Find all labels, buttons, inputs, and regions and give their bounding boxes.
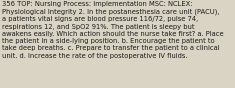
Text: 356 TOP: Nursing Process: Implementation MSC: NCLEX:
Physiological Integrity 2. : 356 TOP: Nursing Process: Implementation… [2,1,224,59]
